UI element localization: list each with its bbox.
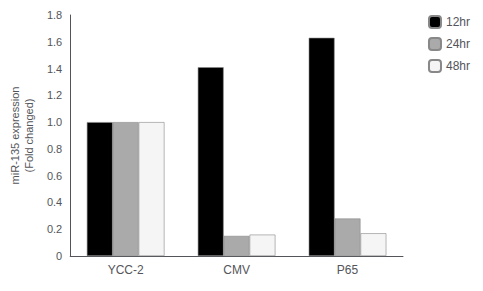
svg-text:48hr: 48hr <box>446 59 470 73</box>
svg-text:1.2: 1.2 <box>47 89 62 101</box>
svg-text:1.6: 1.6 <box>47 36 62 48</box>
svg-text:0: 0 <box>56 250 62 262</box>
svg-text:0.2: 0.2 <box>47 223 62 235</box>
svg-text:miR-135 expression: miR-135 expression <box>9 87 21 185</box>
svg-text:YCC-2: YCC-2 <box>108 263 144 277</box>
svg-text:12hr: 12hr <box>446 15 470 29</box>
svg-text:0.8: 0.8 <box>47 143 62 155</box>
svg-text:CMV: CMV <box>223 263 250 277</box>
svg-text:24hr: 24hr <box>446 37 470 51</box>
svg-text:(Fold changed): (Fold changed) <box>23 99 35 173</box>
svg-text:1.0: 1.0 <box>47 116 62 128</box>
svg-text:0.4: 0.4 <box>47 196 62 208</box>
svg-text:1.8: 1.8 <box>47 9 62 21</box>
svg-text:1.4: 1.4 <box>47 63 62 75</box>
svg-text:P65: P65 <box>337 263 359 277</box>
svg-text:0.6: 0.6 <box>47 170 62 182</box>
